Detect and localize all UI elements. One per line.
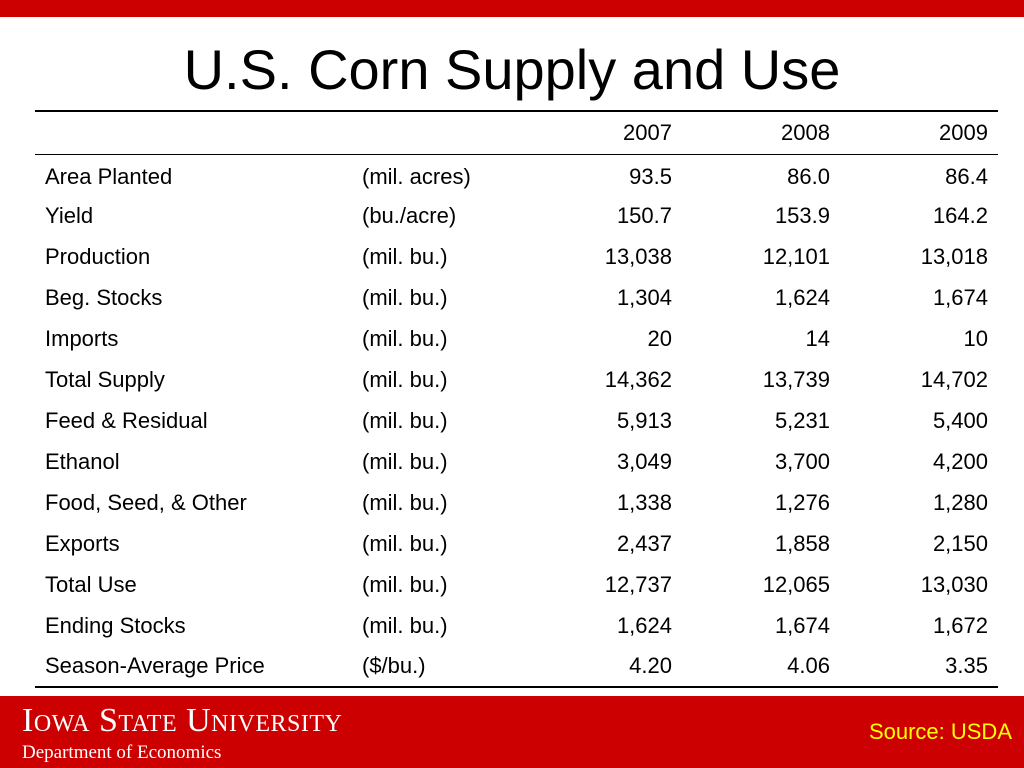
row-value-2007: 4.20	[629, 653, 672, 678]
row-unit: (mil. bu.)	[362, 448, 448, 474]
table-body: Area Planted (mil. acres) 93.5 86.0 86.4 Yiel…	[35, 154, 998, 687]
row-unit: (mil. bu.)	[362, 243, 448, 269]
source-note: Source: USDA	[868, 719, 1012, 744]
row-unit: (mil. bu.)	[362, 325, 448, 351]
row-value-2007: 5,913	[616, 407, 672, 433]
row-value-2008: 3,700	[774, 448, 830, 474]
table-row: Production (mil. bu.) 13,038 12,101 13,018	[35, 236, 998, 277]
footer-bar	[0, 696, 1024, 768]
row-label: Food, Seed, & Other	[45, 489, 247, 515]
row-value-2009: 1,672	[932, 612, 988, 638]
table-row: Beg. Stocks (mil. bu.) 1,304 1,624 1,674	[35, 277, 998, 318]
row-label: Total Use	[45, 571, 137, 597]
top-accent-bar	[0, 0, 1024, 17]
row-unit: (bu./acre)	[362, 202, 457, 228]
row-label: Exports	[45, 530, 120, 556]
row-unit: (mil. bu.)	[362, 407, 448, 433]
row-label: Ending Stocks	[45, 612, 186, 638]
row-value-2007: 13,038	[604, 243, 672, 269]
row-value-2009: 5,400	[932, 407, 988, 433]
row-label: Total Supply	[45, 366, 165, 392]
university-wordmark: Iowa State University	[22, 702, 343, 739]
table-row: Season-Average Price ($/bu.) 4.20 4.06 3.35	[35, 646, 998, 687]
row-value-2007: 12,737	[604, 571, 672, 597]
row-value-2008: 1,858	[774, 530, 830, 556]
row-label: Feed & Residual	[45, 407, 208, 433]
header-year-2008: 2008	[781, 119, 830, 145]
row-value-2008: 86.0	[787, 163, 830, 189]
header-unit	[352, 111, 524, 154]
table-row: Imports (mil. bu.) 20 14 10	[35, 318, 998, 359]
row-unit: (mil. bu.)	[362, 571, 448, 597]
row-value-2008: 153.9	[774, 202, 830, 228]
row-value-2007: 1,624	[616, 612, 672, 638]
table-row: Total Supply (mil. bu.) 14,362 13,739 14,702	[35, 359, 998, 400]
row-value-2008: 1,674	[774, 612, 830, 638]
row-value-2008: 12,065	[762, 571, 830, 597]
row-label: Production	[45, 243, 151, 269]
row-value-2009: 3.35	[945, 653, 988, 678]
table-row: Yield (bu./acre) 150.7 153.9 164.2	[35, 195, 998, 236]
row-label: Ethanol	[45, 448, 120, 474]
table-row: Exports (mil. bu.) 2,437 1,858 2,150	[35, 523, 998, 564]
row-value-2007: 1,304	[616, 284, 672, 310]
supply-use-table: 2007 2008 2009 Area Planted (mil. acres) 9…	[35, 110, 998, 688]
row-unit: (mil. bu.)	[362, 489, 448, 515]
row-value-2009: 13,030	[920, 571, 988, 597]
row-value-2009: 1,280	[932, 489, 988, 515]
row-value-2009: 4,200	[932, 448, 988, 474]
row-unit: (mil. bu.)	[362, 366, 448, 392]
row-unit: ($/bu.)	[362, 653, 426, 678]
row-value-2007: 14,362	[604, 366, 672, 392]
row-value-2007: 2,437	[616, 530, 672, 556]
table-row: Area Planted (mil. acres) 93.5 86.0 86.4	[35, 154, 998, 195]
header-label	[35, 111, 352, 154]
row-value-2008: 4.06	[787, 653, 830, 678]
table-row: Ending Stocks (mil. bu.) 1,624 1,674 1,672	[35, 605, 998, 646]
table-row: Ethanol (mil. bu.) 3,049 3,700 4,200	[35, 441, 998, 482]
row-value-2007: 20	[647, 325, 672, 351]
table-row: Total Use (mil. bu.) 12,737 12,065 13,030	[35, 564, 998, 605]
row-value-2008: 14	[805, 325, 830, 351]
row-value-2009: 14,702	[920, 366, 988, 392]
slide-title: U.S. Corn Supply and Use	[183, 38, 841, 101]
row-value-2008: 1,276	[774, 489, 830, 515]
row-label: Area Planted	[45, 163, 173, 189]
row-label: Beg. Stocks	[45, 284, 163, 310]
row-label: Yield	[45, 202, 94, 228]
row-label: Season-Average Price	[45, 653, 265, 678]
row-value-2008: 5,231	[774, 407, 830, 433]
row-unit: (mil. bu.)	[362, 284, 448, 310]
row-value-2007: 3,049	[616, 448, 672, 474]
row-value-2007: 1,338	[616, 489, 672, 515]
header-year-2009: 2009	[939, 119, 988, 145]
table-header-row: 2007 2008 2009	[35, 111, 998, 154]
row-unit: (mil. bu.)	[362, 612, 448, 638]
header-year-2007: 2007	[623, 119, 672, 145]
row-value-2008: 13,739	[762, 366, 830, 392]
row-value-2008: 1,624	[774, 284, 830, 310]
table-row: Feed & Residual (mil. bu.) 5,913 5,231 5,400	[35, 400, 998, 441]
row-label: Imports	[45, 325, 119, 351]
row-value-2008: 12,101	[762, 243, 830, 269]
row-value-2009: 164.2	[932, 202, 988, 228]
row-value-2009: 2,150	[932, 530, 988, 556]
row-value-2009: 10	[963, 325, 988, 351]
row-value-2009: 13,018	[920, 243, 988, 269]
row-unit: (mil. bu.)	[362, 530, 448, 556]
row-unit: (mil. acres)	[362, 163, 471, 189]
department-name: Department of Economics	[22, 742, 222, 763]
row-value-2009: 1,674	[932, 284, 988, 310]
row-value-2007: 150.7	[616, 202, 672, 228]
row-value-2009: 86.4	[945, 163, 988, 189]
row-value-2007: 93.5	[629, 163, 672, 189]
table-row: Food, Seed, & Other (mil. bu.) 1,338 1,276 1…	[35, 482, 998, 523]
